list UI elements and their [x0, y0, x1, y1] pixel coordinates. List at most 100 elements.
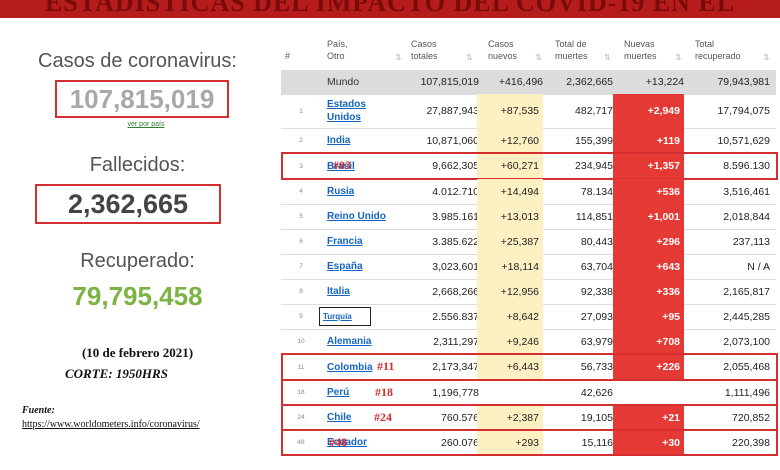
row-total-recovered: 237,113	[732, 235, 770, 248]
country-link[interactable]: España	[327, 261, 363, 272]
country-link[interactable]: Reino Unido	[327, 211, 386, 222]
sort-icon[interactable]: ⇅	[604, 53, 611, 62]
header-rank: #	[285, 51, 291, 61]
world-total-deaths: 2,362,665	[566, 76, 613, 88]
header-new-cases[interactable]: Casos nuevos	[488, 38, 517, 62]
row-new-deaths: +536	[613, 179, 684, 204]
country-rank-tag: #18	[375, 385, 393, 399]
header-country-line1: País,	[327, 39, 348, 49]
country-link[interactable]: Colombia	[327, 361, 373, 373]
country-link[interactable]: Turquía	[323, 312, 352, 321]
header-total-deaths[interactable]: Total de muertes	[555, 38, 588, 62]
country-link[interactable]: Francia	[327, 236, 363, 247]
sort-icon[interactable]: ⇅	[466, 53, 473, 62]
row-new-deaths: +1,357	[613, 153, 684, 179]
row-new-cases: +60,271	[477, 153, 543, 179]
row-new-deaths: +21	[613, 405, 684, 430]
row-new-cases: +18,114	[477, 254, 543, 279]
row-total-recovered: 720,852	[732, 411, 770, 424]
country-rank-tag: #48	[329, 435, 347, 449]
report-date: (10 de febrero 2021)	[81, 345, 194, 360]
table-row: 10 Alemania 2,311,297 +9,246 63,979 +708 2,073…	[281, 329, 776, 355]
world-row: Mundo 107,815,019 +416,496 2,362,665 +13…	[281, 70, 776, 95]
header-total-recovered[interactable]: Total recuperado	[695, 38, 741, 62]
country-link[interactable]: Chile	[327, 412, 352, 423]
deaths-value: 2,362,665	[67, 189, 189, 219]
title-banner: ESTADÍSTICAS DEL IMPACTO DEL COVID-19 EN…	[0, 0, 780, 18]
table-row: 2 India 10,871,060 +12,760 155,399 +119 10,571…	[281, 128, 776, 154]
country-link[interactable]: India	[327, 135, 351, 146]
recovered-label: Recuperado:	[80, 250, 195, 272]
row-country-cell: Rusia	[327, 179, 405, 204]
row-rank: 9	[299, 313, 303, 320]
by-country-link[interactable]: ver por país	[127, 121, 165, 128]
deaths-box: 2,362,665	[35, 184, 221, 224]
row-new-deaths: +226	[613, 354, 684, 380]
row-rank: 18	[297, 389, 305, 396]
country-link[interactable]: Italia	[327, 286, 350, 297]
table-row: 48 Ecuador 260.076 +293 15,116 +30 220,398 #48	[281, 429, 778, 456]
country-link[interactable]: Ecuador	[327, 437, 368, 448]
row-total-recovered: 220,398	[732, 436, 770, 449]
header-new-deaths-line2: muertes	[624, 51, 657, 61]
summary-panel: Casos de coronavirus: 107,815,019 ver po…	[0, 18, 275, 470]
row-total-cases: 27,887,943	[426, 105, 479, 117]
row-total-deaths: 92,338	[580, 285, 613, 298]
row-new-cases: +25,387	[477, 229, 543, 254]
row-total-deaths: 27,093	[580, 310, 613, 323]
row-total-deaths: 114,851	[575, 210, 613, 223]
header-new-deaths[interactable]: Nuevas muertes	[624, 38, 657, 62]
row-country-cell: España	[327, 254, 405, 279]
source-link[interactable]: https://www.worldometers.info/coronaviru…	[22, 419, 200, 430]
row-new-cases: +12,760	[477, 128, 543, 153]
row-total-recovered: 17,794,075	[717, 105, 770, 117]
row-new-cases: +2,387	[477, 405, 543, 430]
cases-label: Casos de coronavirus:	[38, 50, 237, 72]
table-row: 3 Brasil 9,662,305 +60,271 234,945 +1,357 8.59…	[281, 152, 778, 180]
row-new-cases: +87,535	[477, 94, 543, 128]
country-table: # País, Otro Casos totales Casos nuevos Tot…	[281, 32, 778, 470]
row-new-cases: +6,443	[477, 354, 543, 380]
banner-title: ESTADÍSTICAS DEL IMPACTO DEL COVID-19 EN…	[44, 0, 736, 17]
sort-icon[interactable]: ⇅	[763, 53, 770, 62]
row-rank: 6	[299, 238, 303, 245]
row-total-recovered: 2,055,468	[723, 361, 770, 373]
country-link[interactable]: Brasil	[327, 160, 355, 172]
row-total-recovered: 2,073,100	[723, 335, 770, 348]
row-new-cases: +14,494	[477, 179, 543, 204]
row-rank: 3	[299, 162, 303, 170]
row-country-cell: Ecuador	[327, 430, 405, 455]
row-total-cases: 3,023,601	[432, 260, 479, 273]
header-total-deaths-line2: muertes	[555, 51, 588, 61]
sort-icon[interactable]: ⇅	[395, 53, 402, 62]
sort-icon[interactable]: ⇅	[535, 53, 542, 62]
row-total-recovered: 10,571,629	[717, 134, 770, 147]
row-new-cases	[481, 380, 543, 405]
row-total-recovered: 2,445,285	[723, 310, 770, 323]
deaths-label: Fallecidos:	[89, 154, 186, 176]
row-new-deaths: +296	[613, 229, 684, 254]
header-total-cases-line1: Casos	[411, 39, 437, 49]
country-link[interactable]: Alemania	[327, 336, 372, 347]
header-total-recovered-line1: Total	[695, 39, 715, 49]
row-total-cases: 1,196,778	[432, 386, 479, 399]
cases-value: 107,815,019	[69, 84, 215, 114]
row-new-deaths: +119	[613, 128, 684, 153]
sort-icon[interactable]: ⇅	[675, 53, 682, 62]
row-total-cases: 2,668,266	[432, 285, 479, 298]
world-total-cases: 107,815,019	[420, 76, 479, 88]
row-total-recovered: 1,111,496	[724, 386, 770, 399]
row-country-cell: Alemania	[327, 329, 405, 354]
country-link[interactable]: Estados Unidos	[327, 99, 366, 123]
header-country[interactable]: País, Otro	[327, 38, 348, 62]
country-link[interactable]: Perú	[327, 387, 350, 398]
row-total-deaths: 155,399	[575, 134, 613, 147]
row-new-deaths: +1,001	[613, 204, 684, 229]
row-rank: 10	[297, 338, 305, 345]
cutoff-time: CORTE: 1950HRS	[65, 366, 168, 381]
header-total-cases[interactable]: Casos totales	[411, 38, 438, 62]
country-link[interactable]: Rusia	[327, 186, 355, 197]
row-total-recovered: 2,018,844	[723, 210, 770, 223]
row-total-cases: 2,173,347	[432, 361, 479, 373]
row-total-deaths: 19,105	[580, 411, 613, 424]
